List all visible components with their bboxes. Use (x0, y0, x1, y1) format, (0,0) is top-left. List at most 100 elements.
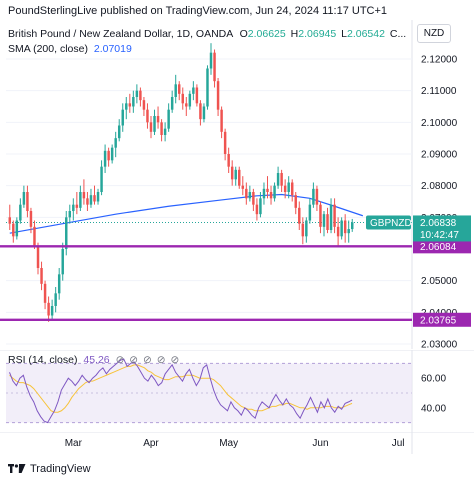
candle-body (329, 204, 333, 230)
candle-body (269, 192, 273, 199)
candle-body (26, 192, 29, 211)
sma-value: 2.07019 (93, 43, 132, 55)
candle-body (185, 103, 188, 107)
candle-body (153, 116, 156, 132)
price-tick-label: 2.05000 (421, 276, 458, 287)
last-price-tag-bg (413, 215, 471, 242)
candle-body (245, 188, 248, 199)
candle-body (181, 93, 185, 104)
candle-body (234, 169, 237, 180)
rsi-line (9, 358, 353, 424)
tradingview-logo-icon (8, 464, 26, 473)
open-value: 2.06625 (247, 28, 286, 40)
candle-body (65, 217, 68, 249)
symbol-legend: British Pound / New Zealand Dollar, 1D, … (8, 28, 406, 40)
month-tick-label: Jun (312, 438, 328, 449)
currency-selector[interactable]: NZD (417, 24, 451, 43)
candle-body (255, 204, 259, 215)
price-tick-label: 2.09000 (421, 150, 458, 161)
candle-body (287, 182, 290, 192)
candle-body (103, 150, 107, 167)
month-tick-label: Mar (65, 438, 83, 449)
candle-body (241, 185, 245, 189)
candle-body (146, 109, 149, 123)
month-tick-label: Jul (392, 438, 405, 449)
candle-body (160, 122, 163, 135)
candle-body (93, 195, 96, 202)
price-tick-label: 2.08000 (421, 181, 458, 192)
candle-body (347, 229, 350, 234)
candle-body (68, 211, 72, 218)
candle-body (86, 198, 89, 205)
rsi-label: RSI (14, close) (8, 354, 78, 366)
candle-body (96, 192, 100, 202)
candle-body (79, 192, 82, 208)
hidden-values-icon: ⊘ ⊘ ⊘ ⊘ ⊘ (115, 354, 181, 366)
candle-body (12, 223, 15, 237)
rsi-chart[interactable]: 60.00 40.00 (0, 349, 474, 432)
candle-body (156, 116, 160, 123)
rsi-panel[interactable]: 60.00 40.00 RSI (14, close) 45.26 ⊘ ⊘ ⊘ ⊘… (0, 349, 474, 432)
low-value: 2.06542 (347, 28, 385, 40)
candle-body (192, 87, 195, 94)
level-tag-bg (413, 312, 471, 327)
price-chart[interactable]: 2.12000 2.11000 2.10000 2.09000 2.08000 2.070… (0, 20, 474, 351)
candle-body (209, 52, 213, 69)
candle-body (227, 154, 230, 167)
price-tick-label: 2.12000 (421, 55, 458, 66)
candle-body (114, 138, 117, 148)
month-tick-label: May (219, 438, 238, 449)
candle-body (89, 195, 93, 205)
candle-body (61, 249, 64, 275)
candle-body (163, 128, 167, 135)
candle-body (117, 125, 121, 139)
candle-body (206, 68, 209, 107)
candle-body (199, 103, 202, 120)
candle-body (283, 185, 287, 192)
candle-body (174, 84, 177, 97)
candle-body (19, 204, 22, 221)
month-tick-label: Apr (143, 438, 159, 449)
candle-body (57, 274, 61, 294)
candle-body (54, 293, 57, 306)
candle-body (132, 97, 135, 107)
candle-body (170, 97, 174, 110)
candle-body (139, 90, 142, 101)
last-price-value: 2.06838 (420, 218, 457, 229)
candle-body (216, 81, 220, 110)
candle-body (333, 204, 336, 227)
candle-body (82, 192, 86, 199)
candle-body (110, 147, 114, 161)
rsi-tick-label: 40.00 (421, 403, 446, 414)
high-label: H (290, 28, 299, 40)
candle-body (350, 222, 354, 230)
candle-body (336, 226, 340, 237)
candle-body (248, 192, 252, 199)
price-panel[interactable]: 2.12000 2.11000 2.10000 2.09000 2.08000 2.070… (0, 20, 474, 351)
candle-body (167, 109, 170, 129)
candle-body (202, 106, 206, 120)
candle-body (33, 226, 36, 246)
close-label: C... (389, 28, 407, 40)
candle-body (273, 185, 276, 199)
candle-body (308, 204, 312, 221)
time-axis[interactable]: Mar Apr May Jun Jul (0, 431, 474, 454)
price-tick-label: 2.03000 (421, 340, 458, 350)
rsi-tick-label: 60.00 (421, 374, 446, 385)
candle-body (259, 198, 262, 215)
candle-body (340, 220, 343, 237)
footer-brand[interactable]: TradingView (8, 463, 91, 475)
high-value: 2.06945 (298, 28, 337, 40)
candle-body (322, 214, 326, 227)
candle-body (15, 220, 19, 237)
candle-body (149, 122, 153, 132)
candle-body (326, 214, 329, 230)
candle-body (298, 207, 301, 224)
candle-body (230, 166, 234, 180)
candle-body (107, 150, 110, 161)
rsi-ma-line (9, 364, 353, 413)
candle-body (177, 84, 181, 94)
candle-body (223, 131, 227, 154)
level-tag-label: 2.03765 (420, 315, 457, 326)
footer-brand-label: TradingView (30, 463, 91, 475)
